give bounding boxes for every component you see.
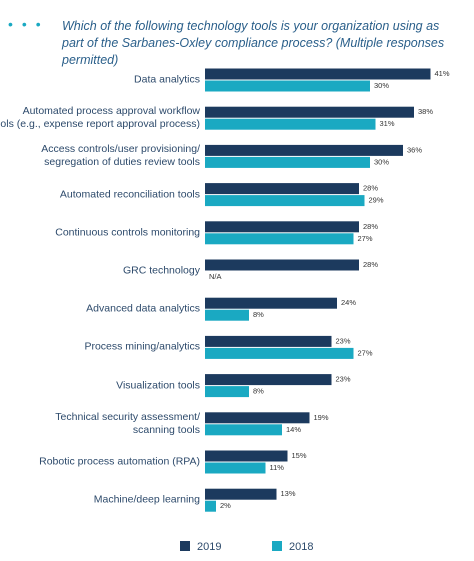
- bar: [205, 195, 365, 207]
- value-label: 27%: [358, 234, 373, 243]
- category-label: GRC technology: [122, 264, 200, 277]
- chart-title: Which of the following technology tools …: [62, 19, 445, 67]
- bar: [205, 233, 354, 245]
- bar: [205, 412, 310, 424]
- value-label: 13%: [281, 489, 296, 498]
- value-label: 15%: [292, 451, 307, 460]
- value-label: 8%: [253, 387, 264, 396]
- category-label: Robotic process automation (RPA): [39, 455, 200, 468]
- category-label: Access controls/user provisioning/ segre…: [41, 143, 200, 169]
- value-label: 23%: [336, 336, 351, 345]
- bar: [205, 374, 332, 386]
- value-label: 30%: [374, 81, 389, 90]
- legend-swatch: [272, 541, 282, 551]
- bar: [205, 144, 403, 156]
- category-label: Continuous controls monitoring: [55, 226, 200, 239]
- bar: [205, 183, 359, 195]
- value-label: 31%: [380, 119, 395, 128]
- bar: [205, 297, 337, 309]
- bar: [205, 347, 354, 359]
- bar: [205, 221, 359, 233]
- bar: [205, 386, 249, 398]
- bar: [205, 118, 376, 130]
- value-label: 28%: [363, 184, 378, 193]
- bar: [205, 424, 282, 436]
- category-label: Automated reconciliation tools: [59, 188, 200, 201]
- legend-label: 2018: [289, 541, 313, 553]
- value-label: 24%: [341, 298, 356, 307]
- bar: [205, 259, 359, 271]
- value-label: N/A: [209, 272, 222, 281]
- bar: [205, 106, 414, 118]
- bar: [205, 488, 277, 500]
- category-label: Automated process approval workflow tool…: [0, 105, 200, 131]
- value-label: 2%: [220, 501, 231, 510]
- category-label: Process mining/analytics: [84, 340, 200, 353]
- bar: [205, 500, 216, 512]
- value-label: 11%: [270, 463, 285, 472]
- category-label: Machine/deep learning: [93, 493, 200, 506]
- value-label: 23%: [336, 375, 351, 384]
- bar: [205, 462, 266, 474]
- bar: [205, 309, 249, 321]
- bar: [205, 335, 332, 347]
- category-label: Advanced data analytics: [86, 302, 200, 315]
- value-label: 19%: [314, 413, 329, 422]
- legend-label: 2019: [197, 541, 221, 553]
- value-label: 30%: [374, 157, 389, 166]
- category-label: Technical security assessment/ scanning …: [55, 410, 200, 436]
- value-label: 28%: [363, 222, 378, 231]
- decoration-dots: •••: [8, 16, 50, 32]
- bar: [205, 450, 288, 462]
- category-label: Visualization tools: [116, 379, 200, 392]
- value-label: 36%: [407, 145, 422, 154]
- bar: [205, 80, 370, 92]
- value-label: 38%: [418, 107, 433, 116]
- category-label: Data analytics: [134, 73, 200, 86]
- legend-swatch: [180, 541, 190, 551]
- bar: [205, 156, 370, 168]
- value-label: 8%: [253, 310, 264, 319]
- value-label: 14%: [286, 425, 301, 434]
- bar: [205, 68, 431, 80]
- value-label: 41%: [435, 69, 450, 78]
- value-label: 28%: [363, 260, 378, 269]
- value-label: 27%: [358, 348, 373, 357]
- value-label: 29%: [369, 196, 384, 205]
